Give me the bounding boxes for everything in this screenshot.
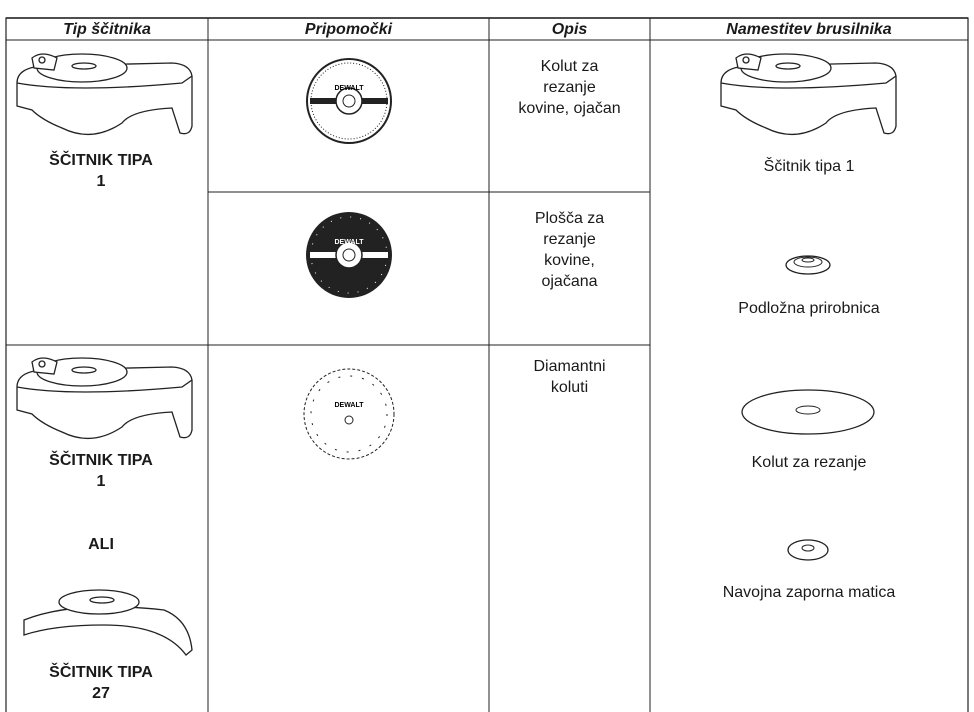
assembly-label: Podložna prirobnica [738,300,880,317]
header-cell: Opis [551,21,588,38]
header-cell: Pripomočki [304,21,393,38]
header-cell: Namestitev brusilnika [726,21,892,38]
logo: DEWALT [334,402,364,409]
description: Kolut za rezanje kovine, ojačan [518,58,621,117]
description: Diamantni koluti [533,358,606,396]
assembly-label: Kolut za rezanje [751,454,867,471]
guard-label: ŠČITNIK TIPA 1 [49,452,153,490]
guard-label: ŠČITNIK TIPA 1 [49,152,153,190]
logo: DEWALT [334,85,364,92]
guard-label: ALI [88,536,114,553]
illustrations [16,53,897,656]
description: Plošča za rezanje kovine, ojačana [534,210,605,290]
header-cell: Tip ščitnika [63,21,151,38]
guard-label: ŠČITNIK TIPA 27 [49,664,153,702]
assembly-label: Ščitnik tipa 1 [763,158,855,175]
assembly-label: Navojna zaporna matica [722,584,896,601]
logo: DEWALT [334,239,364,246]
